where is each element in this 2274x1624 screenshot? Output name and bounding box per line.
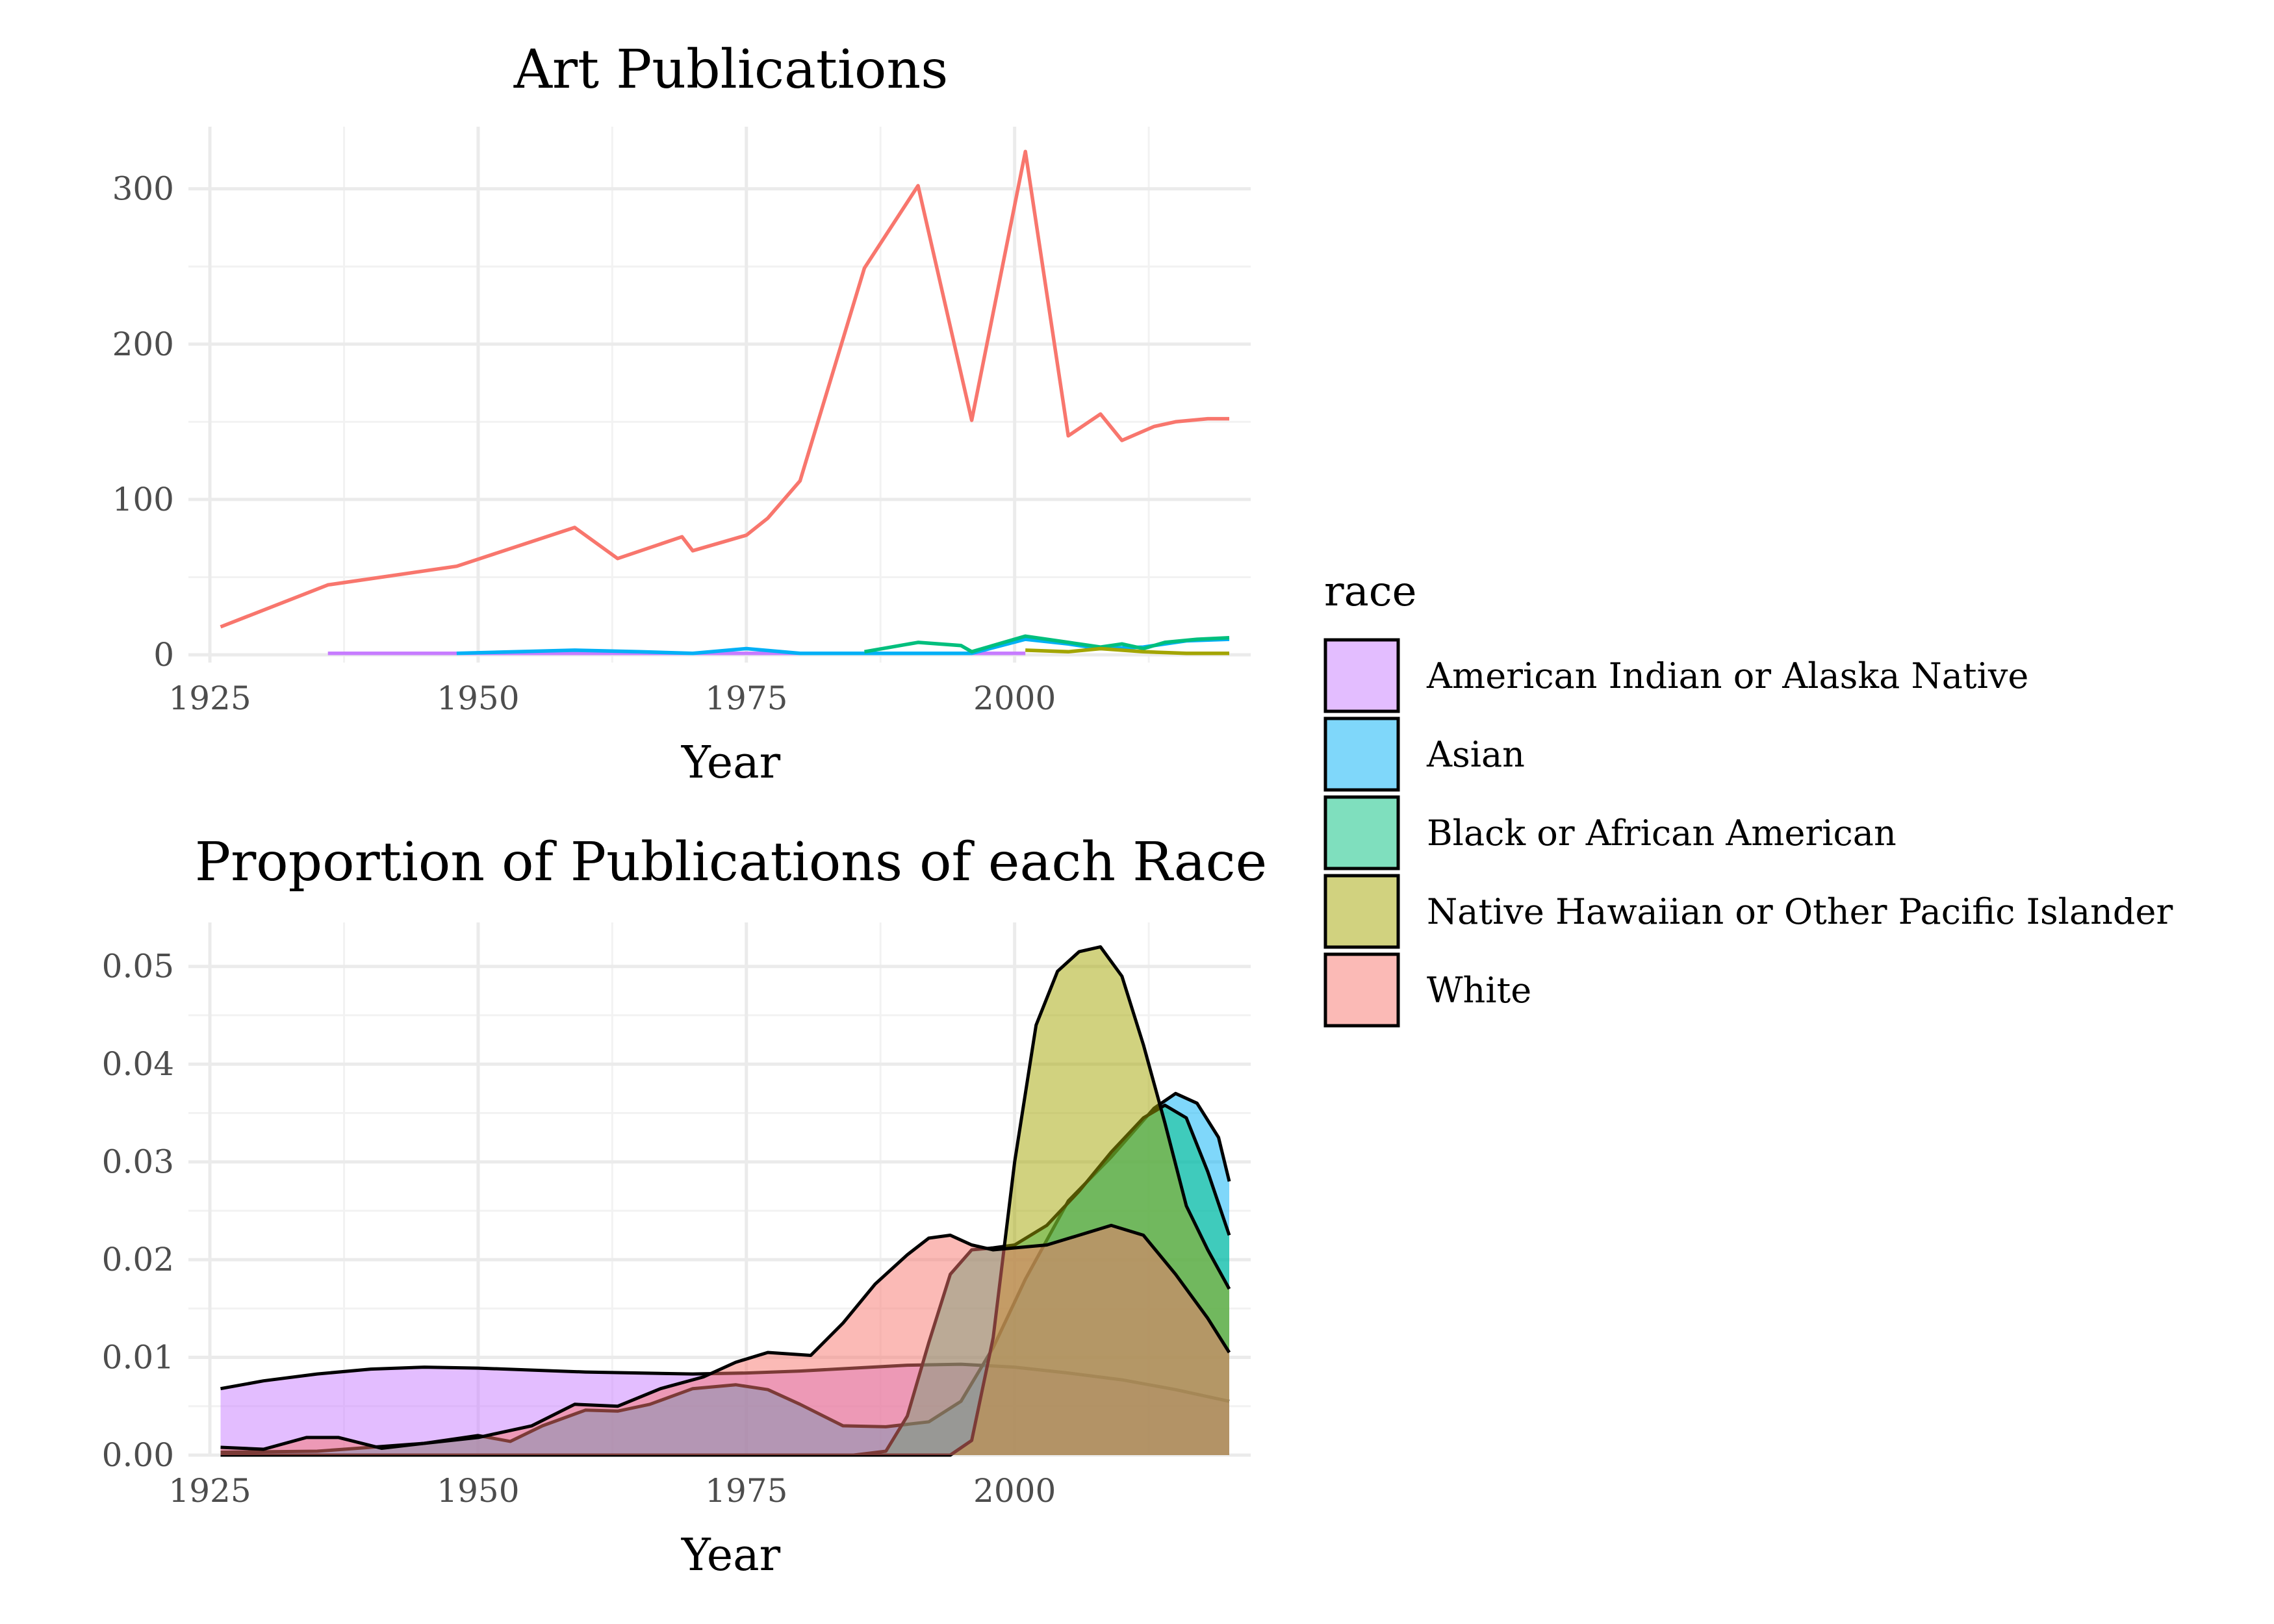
x-tick-label: 2000 — [973, 679, 1056, 717]
y-tick-label: 0.03 — [102, 1143, 174, 1181]
x-tick-label: 2000 — [973, 1472, 1056, 1510]
y-tick-label: 0.04 — [102, 1045, 174, 1083]
line-chart-x-tick-labels: 1925 1950 1975 2000 — [168, 679, 1056, 717]
density-chart-x-axis-title: Year — [681, 1530, 781, 1581]
legend-key-asian — [1323, 717, 1400, 792]
legend-label-black-or-african-american: Black or African American — [1427, 813, 1897, 854]
density-chart-title: Proportion of Publications of each Race — [195, 831, 1267, 893]
density-chart-series — [220, 945, 1231, 1457]
legend-label-white: White — [1427, 970, 1531, 1011]
y-tick-label: 200 — [112, 325, 174, 363]
y-tick-label: 0.05 — [102, 948, 174, 985]
density-chart-panel: Proportion of Publications of each Race … — [102, 831, 1267, 1581]
line-chart-y-tick-labels: 0 100 200 300 — [112, 170, 174, 674]
legend-label-american-indian-or-alaska-native: American Indian or Alaska Native — [1426, 655, 2028, 696]
y-tick-label: 0 — [153, 636, 174, 674]
y-tick-label: 100 — [112, 481, 174, 518]
legend-label-native-hawaiian-or-other-pacific-islander: Native Hawaiian or Other Pacific Islande… — [1427, 891, 2173, 932]
line-chart-panel: Art Publications 1925 1950 1975 2000 0 100 20… — [112, 39, 1251, 789]
y-tick-label: 0.02 — [102, 1241, 174, 1278]
x-tick-label: 1975 — [705, 1472, 787, 1510]
y-tick-label: 300 — [112, 170, 174, 208]
x-tick-label: 1925 — [168, 679, 251, 717]
legend-key-american-indian-or-alaska-native — [1323, 638, 1400, 713]
x-tick-label: 1950 — [437, 679, 519, 717]
line-chart-series — [220, 149, 1230, 655]
line-series-white — [220, 149, 1229, 629]
x-tick-label: 1975 — [705, 679, 787, 717]
line-chart-title: Art Publications — [513, 39, 949, 101]
y-tick-label: 0.00 — [102, 1436, 174, 1474]
legend-label-asian: Asian — [1426, 734, 1525, 775]
line-series-black-or-african-american — [864, 634, 1230, 654]
line-chart-x-axis-title: Year — [681, 737, 781, 789]
line-series-native-hawaiian-or-other-pacific-islander — [1025, 646, 1229, 655]
legend: race American Indian or Alaska Native Asi… — [1323, 568, 2173, 1028]
legend-key-native-hawaiian-or-other-pacific-islander — [1323, 874, 1400, 949]
x-tick-label: 1950 — [437, 1472, 519, 1510]
density-area-white — [220, 1225, 1229, 1455]
density-outline-white — [220, 1223, 1231, 1451]
y-tick-label: 0.01 — [102, 1339, 174, 1377]
density-chart-x-tick-labels: 1925 1950 1975 2000 — [168, 1472, 1056, 1510]
legend-key-white — [1323, 952, 1400, 1028]
density-chart-y-tick-labels: 0.00 0.01 0.02 0.03 0.04 0.05 — [102, 948, 174, 1474]
legend-title: race — [1324, 568, 1416, 616]
legend-key-black-or-african-american — [1323, 795, 1400, 870]
x-tick-label: 1925 — [168, 1472, 251, 1510]
legend-items: American Indian or Alaska Native Asian Bla… — [1323, 638, 2173, 1028]
